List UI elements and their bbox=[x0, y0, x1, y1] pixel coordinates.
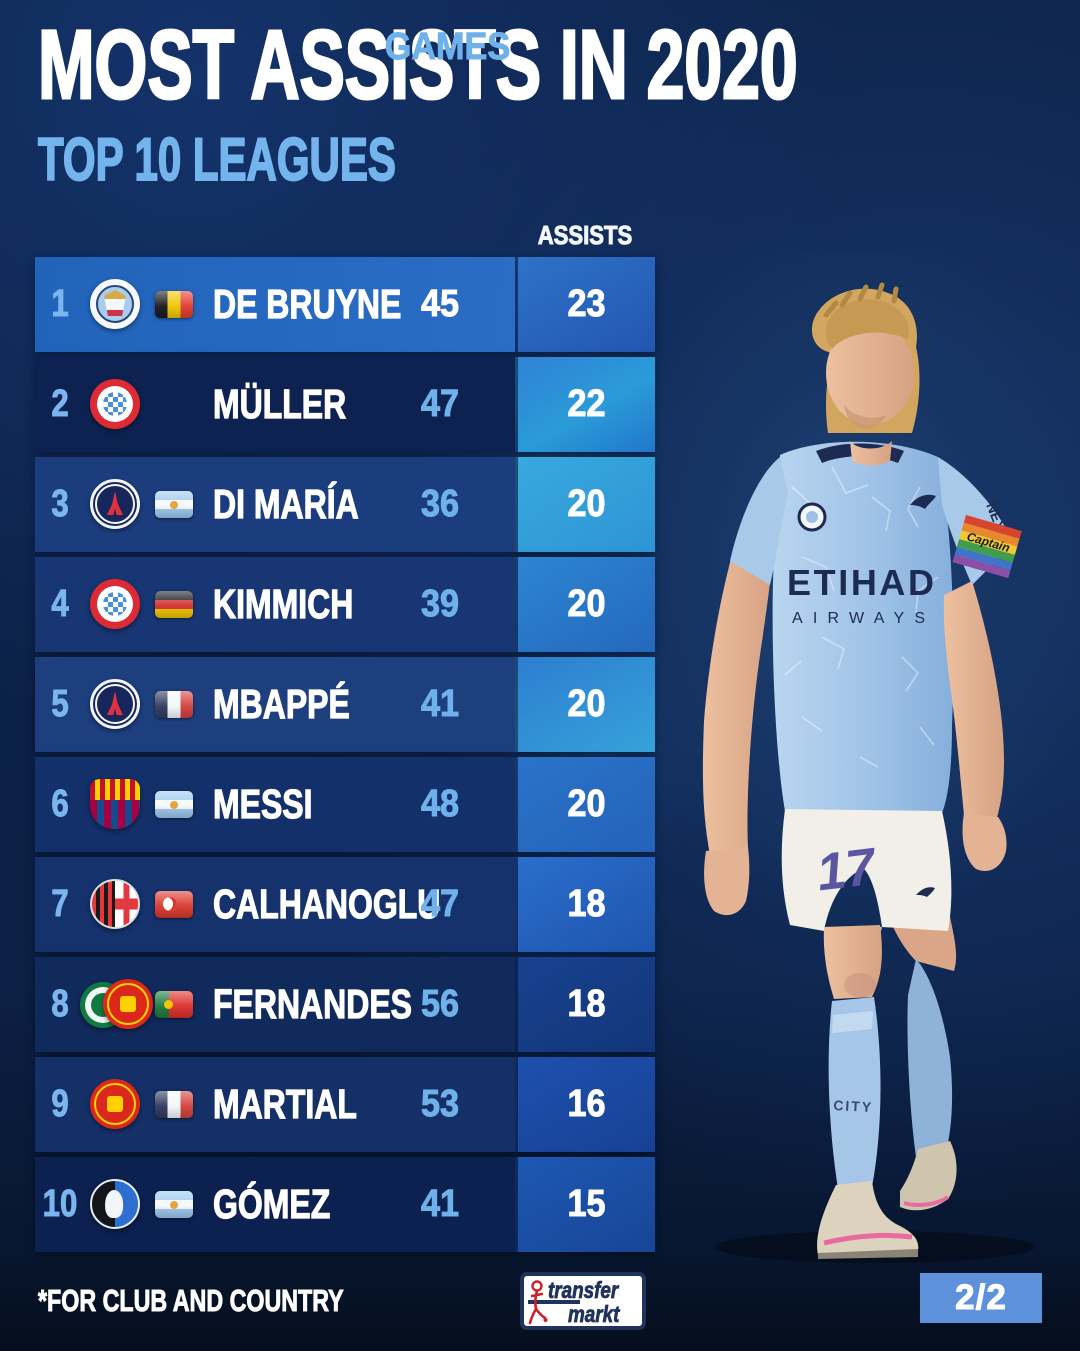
assists-value: 15 bbox=[567, 1183, 606, 1226]
player-name: MÜLLER bbox=[213, 380, 347, 427]
column-header-assists: ASSISTS bbox=[537, 220, 633, 251]
assists-cell: 18 bbox=[515, 857, 655, 952]
logo-text-line1: transfer bbox=[548, 1277, 619, 1303]
man-city-badge bbox=[90, 279, 140, 329]
games-value: 45 bbox=[420, 283, 460, 326]
games-value: 41 bbox=[420, 683, 460, 726]
barcelona-badge bbox=[90, 779, 140, 829]
assists-value: 20 bbox=[567, 783, 606, 826]
assists-value: 20 bbox=[567, 683, 606, 726]
games-value: 56 bbox=[420, 983, 460, 1026]
assists-cell: 16 bbox=[515, 1057, 655, 1152]
transfermarkt-logo: transfer markt bbox=[520, 1272, 646, 1330]
turkey-flag bbox=[155, 891, 193, 918]
assists-cell: 15 bbox=[515, 1157, 655, 1252]
shirt-sponsor-line1: ETIHAD bbox=[787, 562, 937, 603]
table-row-9: 9 MARTIAL 53 16 bbox=[35, 1057, 655, 1152]
player-name: CALHANOGLU bbox=[213, 880, 441, 927]
games-value: 47 bbox=[420, 883, 460, 926]
rank-label: 9 bbox=[51, 1083, 69, 1126]
assists-cell: 18 bbox=[515, 957, 655, 1052]
rank-label: 2 bbox=[51, 383, 69, 426]
table-row-2: 2 MÜLLER 47 22 bbox=[35, 357, 655, 452]
assists-value: 23 bbox=[567, 283, 606, 326]
player-name: DI MARÍA bbox=[213, 480, 360, 527]
games-value: 48 bbox=[420, 783, 460, 826]
table-row-4: 4 KIMMICH 39 20 bbox=[35, 557, 655, 652]
table-row-10: 10 GÓMEZ 41 15 bbox=[35, 1157, 655, 1252]
assists-value: 20 bbox=[567, 483, 606, 526]
page-title: MOST ASSISTS IN 2020 bbox=[37, 10, 799, 119]
shirt-sponsor-line2: AIRWAYS bbox=[792, 610, 932, 627]
germany-flag bbox=[155, 591, 193, 618]
sock-text: CITY bbox=[833, 1097, 874, 1115]
rank-label: 5 bbox=[51, 683, 69, 726]
player-name: MESSI bbox=[213, 780, 313, 827]
logo-player-figure bbox=[528, 1280, 548, 1325]
player-name: KIMMICH bbox=[213, 580, 354, 627]
shorts-number: 17 bbox=[814, 838, 881, 903]
rank-label: 3 bbox=[51, 483, 69, 526]
rank-label: 8 bbox=[51, 983, 69, 1026]
player-name: FERNANDES bbox=[213, 980, 413, 1027]
assists-cell: 20 bbox=[515, 457, 655, 552]
man-united-badge bbox=[103, 979, 153, 1029]
argentina-flag bbox=[155, 1191, 193, 1218]
captain-armband: Captain bbox=[952, 515, 1022, 579]
france-flag bbox=[155, 691, 193, 718]
logo-text-line2: markt bbox=[568, 1301, 620, 1327]
assists-value: 22 bbox=[567, 383, 606, 426]
rank-label: 6 bbox=[51, 783, 69, 826]
table-row-6: 6 MESSI 48 20 bbox=[35, 757, 655, 852]
table-row-1: 1 DE BRUYNE 45 23 bbox=[35, 257, 655, 352]
page-indicator-badge: 2/2 bbox=[920, 1273, 1042, 1323]
footnote: *FOR CLUB AND COUNTRY bbox=[38, 1283, 344, 1319]
table-row-8: 8 FERNANDES 56 18 bbox=[35, 957, 655, 1052]
player-name: DE BRUYNE bbox=[213, 280, 402, 327]
games-value: 47 bbox=[420, 383, 460, 426]
bayern-badge bbox=[90, 579, 140, 629]
assists-cell: 20 bbox=[515, 757, 655, 852]
psg-badge bbox=[90, 679, 140, 729]
table-row-3: 3 DI MARÍA 36 20 bbox=[35, 457, 655, 552]
bayern-badge bbox=[90, 379, 140, 429]
rank-label: 7 bbox=[51, 883, 69, 926]
rank-label: 1 bbox=[51, 283, 69, 326]
games-value: 53 bbox=[420, 1083, 460, 1126]
assists-value: 20 bbox=[567, 583, 606, 626]
psg-badge bbox=[90, 479, 140, 529]
assists-cell: 23 bbox=[515, 257, 655, 352]
rank-label: 4 bbox=[51, 583, 69, 626]
column-header-games: GAMES bbox=[384, 26, 511, 69]
belgium-flag bbox=[155, 291, 193, 318]
ac-milan-badge bbox=[90, 879, 140, 929]
assists-value: 18 bbox=[567, 983, 606, 1026]
logo-divider bbox=[528, 1300, 580, 1304]
assists-value: 16 bbox=[567, 1083, 606, 1126]
games-value: 39 bbox=[420, 583, 460, 626]
assists-value: 18 bbox=[567, 883, 606, 926]
player-name: GÓMEZ bbox=[213, 1180, 331, 1227]
argentina-flag bbox=[155, 491, 193, 518]
france-flag bbox=[155, 1091, 193, 1118]
games-value: 36 bbox=[420, 483, 460, 526]
assists-cell: 20 bbox=[515, 557, 655, 652]
page-subtitle: TOP 10 LEAGUES bbox=[37, 126, 396, 193]
assists-cell: 20 bbox=[515, 657, 655, 752]
argentina-flag bbox=[155, 791, 193, 818]
assists-cell: 22 bbox=[515, 357, 655, 452]
table-row-7: 7 CALHANOGLU 47 18 bbox=[35, 857, 655, 952]
atalanta-badge bbox=[90, 1179, 140, 1229]
rank-label: 10 bbox=[42, 1183, 78, 1226]
player-photo: ETIHAD AIRWAYS NEXEN Captain 17 CITY bbox=[702, 282, 1035, 1263]
player-name: MBAPPÉ bbox=[213, 680, 351, 727]
man-united-badge bbox=[90, 1079, 140, 1129]
portugal-flag bbox=[155, 991, 193, 1018]
table-row-5: 5 MBAPPÉ 41 20 bbox=[35, 657, 655, 752]
games-value: 41 bbox=[420, 1183, 460, 1226]
player-name: MARTIAL bbox=[213, 1080, 358, 1127]
